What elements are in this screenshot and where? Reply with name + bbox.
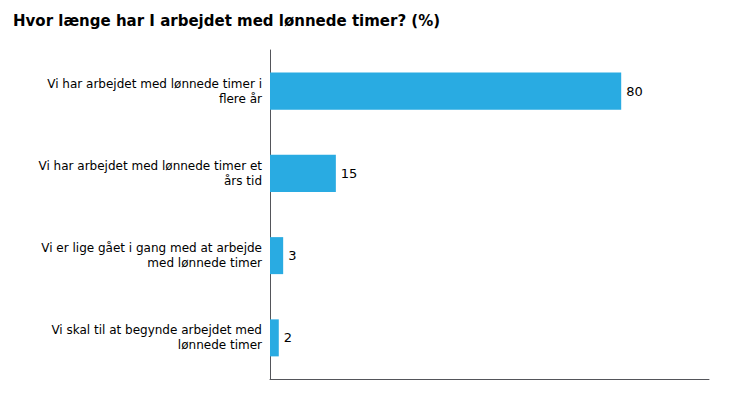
svg-text:80: 80 bbox=[626, 84, 643, 99]
svg-text:med lønnede timer: med lønnede timer bbox=[147, 256, 262, 270]
svg-text:15: 15 bbox=[341, 166, 358, 181]
svg-text:Vi skal til at begynde arbejde: Vi skal til at begynde arbejdet med bbox=[51, 323, 262, 337]
svg-text:lønnede timer: lønnede timer bbox=[178, 338, 262, 352]
svg-text:3: 3 bbox=[288, 248, 296, 263]
svg-text:Vi har arbejdet med lønnede ti: Vi har arbejdet med lønnede timer et bbox=[39, 159, 263, 173]
svg-text:Vi har arbejdet med lønnede ti: Vi har arbejdet med lønnede timer i bbox=[47, 77, 262, 91]
svg-text:Vi er lige gået i gang med at: Vi er lige gået i gang med at arbejde bbox=[41, 241, 262, 255]
svg-text:Hvor længe har I arbejdet med: Hvor længe har I arbejdet med lønnede ti… bbox=[13, 12, 440, 30]
svg-text:års tid: års tid bbox=[224, 174, 262, 188]
svg-text:flere år: flere år bbox=[219, 92, 262, 106]
svg-text:2: 2 bbox=[284, 330, 292, 345]
